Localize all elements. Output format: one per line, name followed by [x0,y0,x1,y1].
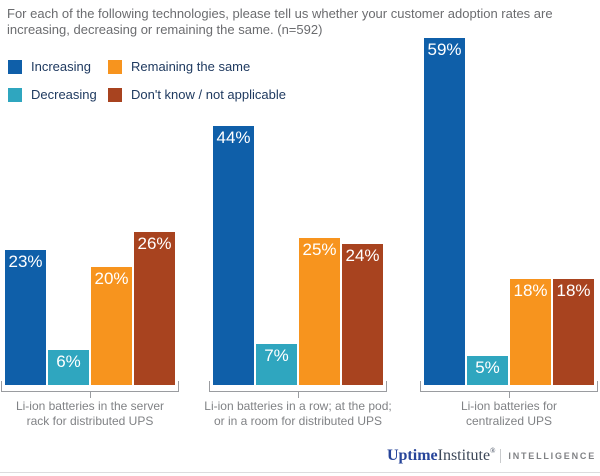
legend-label: Decreasing [31,87,97,102]
legend-item-don-t-know-not-applicable: Don't know / not applicable [108,87,286,102]
chart-title: For each of the following technologies, … [7,6,595,38]
chart-title-line-1: For each of the following technologies, … [7,6,553,21]
bar-value-label: 25% [302,240,337,259]
registered-trademark-icon: ® [490,447,496,455]
legend-label: Don't know / not applicable [131,87,286,102]
bar-decreasing-group3: 5% [467,356,508,385]
bar-increasing-group3: 59% [424,38,465,385]
group-bracket-right-tick [597,381,598,392]
legend-item-increasing: Increasing [8,59,91,74]
uptime-institute-logo: UptimeInstitute® [387,447,495,465]
bar-increasing-group2: 44% [213,126,254,385]
bar-value-label: 24% [345,246,380,265]
group-bracket-center-tick [90,391,91,398]
bar-don-t-know-not-applicable-group3: 18% [553,279,594,385]
category-label-line: Li-ion batteries in a row; at the pod; [204,399,392,413]
bar-don-t-know-not-applicable-group2: 24% [342,244,383,385]
group-bracket-left-tick [1,381,2,392]
category-label-line: centralized UPS [465,414,553,428]
group-bracket-center-tick [298,391,299,398]
group-bracket-left-tick [209,381,210,392]
category-label-line: rack for distributed UPS [26,414,154,428]
bar-remaining-the-same-group3: 18% [510,279,551,385]
logo-brand-regular: Institute [437,447,491,464]
bar-remaining-the-same-group2: 25% [299,238,340,385]
bar-value-label: 18% [556,281,591,300]
legend-item-remaining-the-same: Remaining the same [108,59,250,74]
category-label-line: Li-ion batteries for [460,399,558,413]
bar-decreasing-group1: 6% [48,350,89,385]
bar-value-label: 7% [264,346,289,365]
category-label-line: or in a room for distributed UPS [213,414,383,428]
group-bracket-right-tick [178,381,179,392]
bar-value-label: 23% [8,252,43,271]
intelligence-wordmark: INTELLIGENCE [508,451,596,461]
group-bracket-left-tick [420,381,421,392]
chart-title-line-2: increasing, decreasing or remaining the … [7,22,323,37]
legend-item-decreasing: Decreasing [8,87,97,102]
bar-remaining-the-same-group1: 20% [91,267,132,385]
category-label-group3: Li-ion batteries for centralized UPS [389,399,600,429]
bar-decreasing-group2: 7% [256,344,297,385]
group-bracket-center-tick [509,391,510,398]
bar-value-label: 20% [94,269,129,288]
footer-logo: UptimeInstitute® INTELLIGENCE [387,447,596,465]
bar-value-label: 59% [427,40,462,59]
legend-swatch-decreasing [8,87,22,102]
bar-value-label: 44% [216,128,251,147]
bar-increasing-group1: 23% [5,250,46,385]
bottom-rule [0,472,600,473]
category-label-group1: Li-ion batteries in the server rack for d… [0,399,210,429]
legend-label: Increasing [31,59,91,74]
group-bracket-right-tick [386,381,387,392]
bar-don-t-know-not-applicable-group1: 26% [134,232,175,385]
category-label-line: Li-ion batteries in the server [15,399,165,413]
bar-value-label: 18% [513,281,548,300]
bar-value-label: 26% [137,234,172,253]
legend-swatch-don-t-know-not-applicable [108,87,122,102]
bar-value-label: 6% [56,352,81,371]
footer-divider [500,449,502,463]
legend-swatch-increasing [8,59,22,74]
bar-value-label: 5% [475,358,500,377]
legend-label: Remaining the same [131,59,251,74]
logo-brand-bold: Uptime [386,447,438,464]
category-label-group2: Li-ion batteries in a row; at the pod; or… [178,399,418,429]
legend-swatch-remaining-the-same [108,59,122,74]
